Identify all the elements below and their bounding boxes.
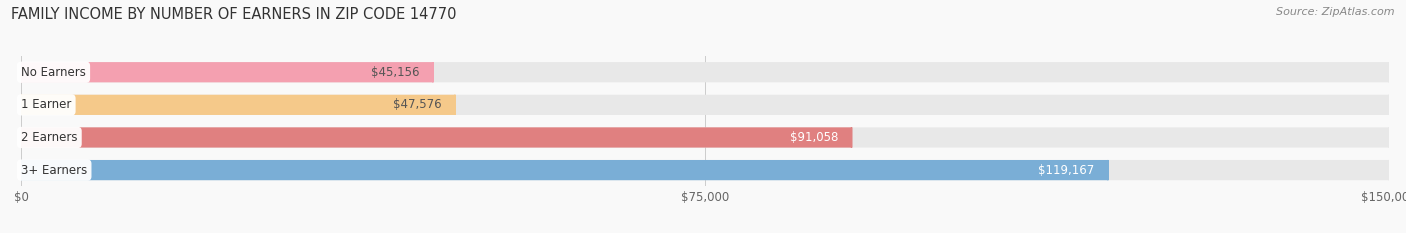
- FancyBboxPatch shape: [21, 127, 1389, 147]
- FancyBboxPatch shape: [21, 127, 852, 147]
- Text: $47,576: $47,576: [392, 98, 441, 111]
- FancyBboxPatch shape: [21, 62, 1389, 82]
- Text: Source: ZipAtlas.com: Source: ZipAtlas.com: [1277, 7, 1395, 17]
- Text: $45,156: $45,156: [371, 66, 419, 79]
- Text: FAMILY INCOME BY NUMBER OF EARNERS IN ZIP CODE 14770: FAMILY INCOME BY NUMBER OF EARNERS IN ZI…: [11, 7, 457, 22]
- Text: 3+ Earners: 3+ Earners: [21, 164, 87, 177]
- Text: 2 Earners: 2 Earners: [21, 131, 77, 144]
- Text: $119,167: $119,167: [1038, 164, 1094, 177]
- FancyBboxPatch shape: [21, 160, 1108, 180]
- Text: $91,058: $91,058: [790, 131, 838, 144]
- FancyBboxPatch shape: [21, 160, 1389, 180]
- FancyBboxPatch shape: [21, 95, 1389, 115]
- Text: No Earners: No Earners: [21, 66, 86, 79]
- FancyBboxPatch shape: [21, 95, 456, 115]
- Text: 1 Earner: 1 Earner: [21, 98, 72, 111]
- FancyBboxPatch shape: [21, 62, 433, 82]
